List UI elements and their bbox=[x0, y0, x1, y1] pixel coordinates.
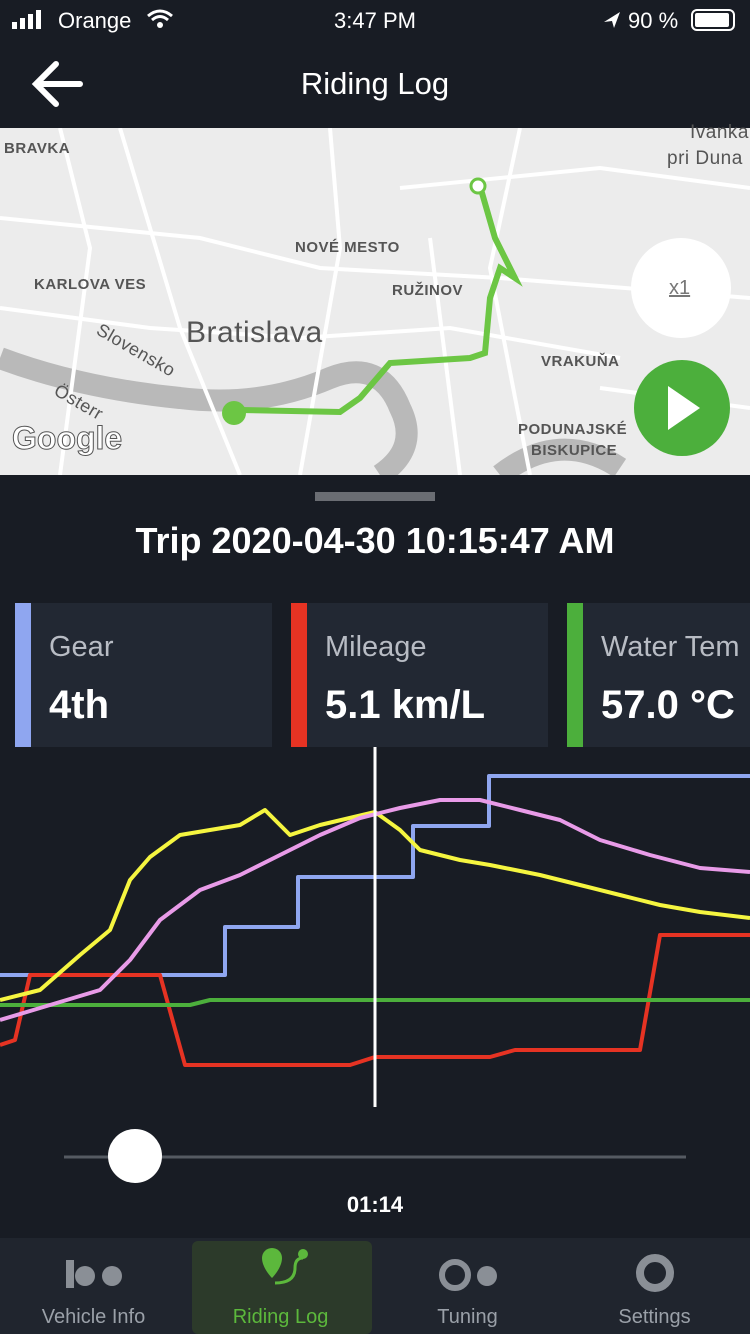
map-label: NOVÉ MESTO bbox=[295, 239, 400, 256]
back-button[interactable] bbox=[31, 61, 83, 107]
map-label: BISKUPICE bbox=[531, 442, 618, 459]
tab[interactable]: Tuning bbox=[437, 1306, 498, 1328]
map-label: Ivanka bbox=[690, 122, 749, 143]
clock: 3:47 PM bbox=[334, 8, 416, 33]
map bbox=[0, 128, 750, 475]
active-tab-bg bbox=[192, 1241, 372, 1334]
water-temp-card: Water Tem 57.0 °C bbox=[567, 603, 750, 747]
map-label: KARLOVA VES bbox=[34, 276, 147, 293]
tab-bar bbox=[0, 1238, 750, 1334]
tab[interactable]: Settings bbox=[618, 1306, 691, 1328]
card-label: Gear bbox=[49, 631, 114, 663]
map-label: VRAKUŇA bbox=[541, 353, 620, 370]
carrier: Orange bbox=[58, 8, 132, 33]
gear-card: Gear 4th bbox=[15, 603, 272, 747]
speed-toggle[interactable]: x1 bbox=[669, 277, 691, 299]
tab[interactable]: Vehicle Info bbox=[41, 1306, 146, 1328]
trip-title: Trip 2020-04-30 10:15:47 AM bbox=[135, 520, 615, 561]
slider-thumb[interactable] bbox=[108, 1129, 162, 1183]
battery-percent: 90 % bbox=[628, 8, 679, 33]
header-title: Riding Log bbox=[300, 66, 450, 101]
card-label: Mileage bbox=[325, 631, 427, 663]
mileage-card: Mileage 5.1 km/L bbox=[291, 603, 548, 747]
map-label: pri Duna bbox=[667, 148, 743, 169]
map-label: BRAVKA bbox=[4, 140, 71, 157]
card-value: 57.0 °C bbox=[601, 683, 735, 727]
drag-handle[interactable] bbox=[315, 492, 435, 501]
tab[interactable]: Riding Log bbox=[232, 1306, 329, 1328]
playback-time: 01:14 bbox=[346, 1192, 404, 1217]
card-label: Water Tem bbox=[601, 631, 740, 663]
map-attribution: Google bbox=[11, 420, 123, 457]
map-label: Bratislava bbox=[186, 316, 323, 349]
tab-icons bbox=[66, 1248, 674, 1292]
card-value: 5.1 km/L bbox=[325, 683, 486, 727]
status-icons bbox=[12, 9, 735, 107]
map-label: RUŽINOV bbox=[392, 282, 463, 299]
map-label: PODUNAJSKÉ bbox=[518, 421, 628, 438]
card-value: 4th bbox=[49, 683, 109, 727]
